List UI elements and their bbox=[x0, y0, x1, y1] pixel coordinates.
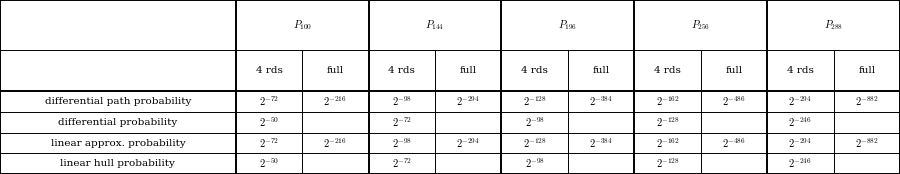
Text: $2^{-882}$: $2^{-882}$ bbox=[855, 95, 878, 108]
Text: $2^{-128}$: $2^{-128}$ bbox=[655, 157, 680, 171]
Text: 4 rds: 4 rds bbox=[654, 66, 681, 75]
Text: $2^{-486}$: $2^{-486}$ bbox=[722, 95, 746, 108]
Text: $P_{144}$: $P_{144}$ bbox=[426, 18, 445, 32]
Text: full: full bbox=[327, 66, 344, 75]
Text: $2^{-384}$: $2^{-384}$ bbox=[590, 95, 613, 108]
Text: $2^{-246}$: $2^{-246}$ bbox=[788, 116, 813, 129]
Text: $P_{256}$: $P_{256}$ bbox=[691, 18, 710, 32]
Text: $2^{-384}$: $2^{-384}$ bbox=[590, 136, 613, 150]
Text: $2^{-294}$: $2^{-294}$ bbox=[788, 136, 813, 150]
Text: full: full bbox=[725, 66, 742, 75]
Text: $2^{-72}$: $2^{-72}$ bbox=[392, 116, 412, 129]
Text: $2^{-128}$: $2^{-128}$ bbox=[523, 95, 546, 108]
Text: full: full bbox=[460, 66, 477, 75]
Text: $P_{196}$: $P_{196}$ bbox=[558, 18, 578, 32]
Text: $2^{-162}$: $2^{-162}$ bbox=[655, 95, 680, 108]
Text: $2^{-128}$: $2^{-128}$ bbox=[523, 136, 546, 150]
Text: $2^{-294}$: $2^{-294}$ bbox=[456, 95, 481, 108]
Text: $2^{-128}$: $2^{-128}$ bbox=[655, 116, 680, 129]
Text: $2^{-246}$: $2^{-246}$ bbox=[788, 157, 813, 171]
Text: 4 rds: 4 rds bbox=[389, 66, 415, 75]
Text: $2^{-72}$: $2^{-72}$ bbox=[392, 157, 412, 171]
Text: $2^{-98}$: $2^{-98}$ bbox=[392, 136, 412, 150]
Text: $2^{-216}$: $2^{-216}$ bbox=[323, 95, 347, 108]
Text: linear approx. probability: linear approx. probability bbox=[50, 139, 185, 148]
Text: $2^{-98}$: $2^{-98}$ bbox=[525, 116, 544, 129]
Text: full: full bbox=[859, 66, 876, 75]
Text: differential path probability: differential path probability bbox=[45, 97, 191, 106]
Text: $2^{-72}$: $2^{-72}$ bbox=[259, 136, 279, 150]
Text: 4 rds: 4 rds bbox=[521, 66, 548, 75]
Text: $2^{-98}$: $2^{-98}$ bbox=[392, 95, 412, 108]
Text: $2^{-72}$: $2^{-72}$ bbox=[259, 95, 279, 108]
Text: $2^{-98}$: $2^{-98}$ bbox=[525, 157, 544, 171]
Text: $2^{-882}$: $2^{-882}$ bbox=[855, 136, 878, 150]
Text: $2^{-50}$: $2^{-50}$ bbox=[259, 116, 279, 129]
Text: $2^{-162}$: $2^{-162}$ bbox=[655, 136, 680, 150]
Text: $2^{-50}$: $2^{-50}$ bbox=[259, 157, 279, 171]
Text: $P_{100}$: $P_{100}$ bbox=[292, 18, 312, 32]
Text: full: full bbox=[592, 66, 609, 75]
Text: 4 rds: 4 rds bbox=[256, 66, 283, 75]
Text: $2^{-294}$: $2^{-294}$ bbox=[788, 95, 813, 108]
Text: linear hull probability: linear hull probability bbox=[60, 159, 176, 168]
Text: differential probability: differential probability bbox=[58, 118, 177, 127]
Text: $2^{-486}$: $2^{-486}$ bbox=[722, 136, 746, 150]
Text: $2^{-216}$: $2^{-216}$ bbox=[323, 136, 347, 150]
Text: $P_{288}$: $P_{288}$ bbox=[824, 18, 843, 32]
Text: 4 rds: 4 rds bbox=[787, 66, 814, 75]
Text: $2^{-294}$: $2^{-294}$ bbox=[456, 136, 481, 150]
